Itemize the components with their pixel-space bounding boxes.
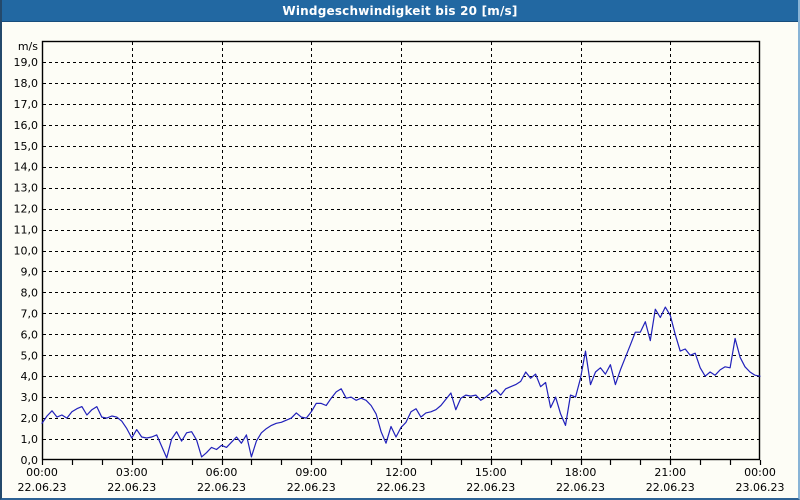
y-tick-label: 14,0 bbox=[14, 161, 39, 174]
x-tick-date-label: 22.06.23 bbox=[556, 481, 605, 494]
x-tick-date-label: 22.06.23 bbox=[18, 481, 67, 494]
x-tick-time-label: 15:00 bbox=[475, 466, 507, 479]
y-tick-label: 0,0 bbox=[21, 454, 39, 467]
y-tick-label: 11,0 bbox=[14, 224, 39, 237]
y-tick-label: 17,0 bbox=[14, 98, 39, 111]
x-tick-time-label: 06:00 bbox=[206, 466, 238, 479]
x-tick-time-label: 00:00 bbox=[26, 466, 58, 479]
title-bar: Windgeschwindigkeit bis 20 [m/s] bbox=[0, 0, 800, 22]
y-tick-label: 9,0 bbox=[21, 265, 39, 278]
y-tick-label: 2,0 bbox=[21, 412, 39, 425]
y-tick-label: 19,0 bbox=[14, 56, 39, 69]
y-axis-unit-label: m/s bbox=[18, 40, 38, 53]
y-tick-label: 15,0 bbox=[14, 140, 39, 153]
y-tick-label: 16,0 bbox=[14, 119, 39, 132]
x-tick-time-label: 00:00 bbox=[744, 466, 776, 479]
x-tick-time-label: 09:00 bbox=[295, 466, 327, 479]
x-tick-date-label: 22.06.23 bbox=[466, 481, 515, 494]
y-tick-label: 5,0 bbox=[21, 349, 39, 362]
x-tick-date-label: 23.06.23 bbox=[736, 481, 785, 494]
x-tick-time-label: 18:00 bbox=[565, 466, 597, 479]
y-tick-label: 3,0 bbox=[21, 391, 39, 404]
y-tick-label: 6,0 bbox=[21, 328, 39, 341]
y-tick-label: 1,0 bbox=[21, 433, 39, 446]
window-title: Windgeschwindigkeit bis 20 [m/s] bbox=[282, 3, 518, 18]
wind-speed-line bbox=[41, 306, 761, 459]
x-tick-date-label: 22.06.23 bbox=[107, 481, 156, 494]
plot-frame bbox=[41, 40, 761, 461]
x-tick-time-label: 03:00 bbox=[116, 466, 148, 479]
y-tick-label: 4,0 bbox=[21, 370, 39, 383]
x-tick-date-label: 22.06.23 bbox=[377, 481, 426, 494]
y-tick-label: 12,0 bbox=[14, 203, 39, 216]
x-tick-time-label: 21:00 bbox=[654, 466, 686, 479]
y-tick-label: 13,0 bbox=[14, 182, 39, 195]
x-tick-time-label: 12:00 bbox=[385, 466, 417, 479]
x-tick-date-label: 22.06.23 bbox=[197, 481, 246, 494]
x-tick-date-label: 22.06.23 bbox=[646, 481, 695, 494]
y-tick-label: 18,0 bbox=[14, 77, 39, 90]
y-tick-label: 8,0 bbox=[21, 286, 39, 299]
y-tick-label: 7,0 bbox=[21, 307, 39, 320]
y-tick-label: 10,0 bbox=[14, 245, 39, 258]
x-tick-date-label: 22.06.23 bbox=[287, 481, 336, 494]
